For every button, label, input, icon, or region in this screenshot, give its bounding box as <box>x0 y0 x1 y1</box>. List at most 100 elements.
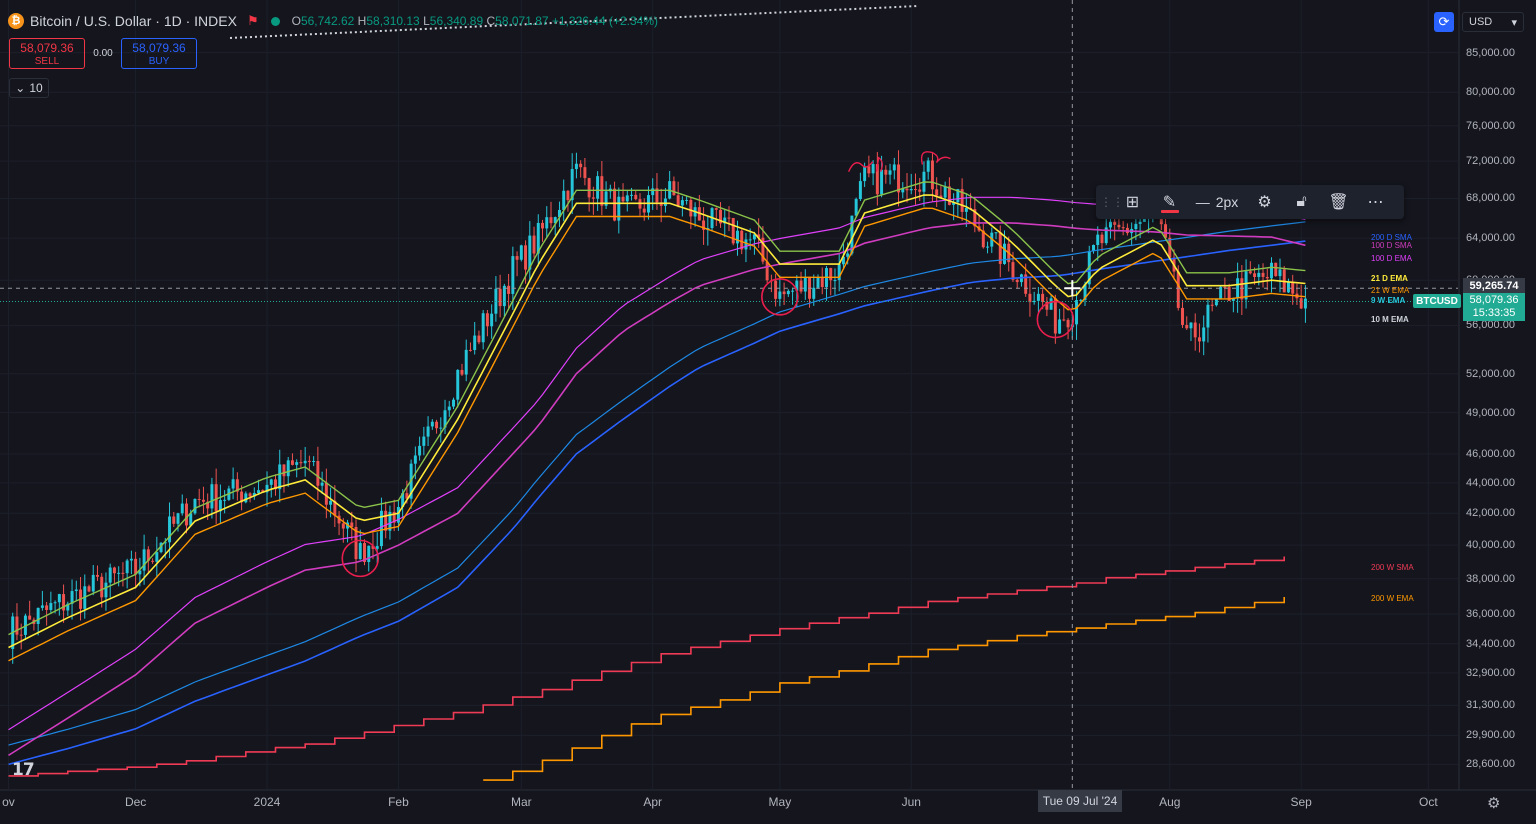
candle-body <box>248 493 252 497</box>
candle-body <box>1181 307 1184 325</box>
candle-body <box>905 188 909 191</box>
candle-body <box>23 615 27 635</box>
series-line-ema-orange <box>8 207 1306 662</box>
indicators-collapse-button[interactable]: ⌄ 10 <box>9 78 49 98</box>
ma-label-200d-sma: 200 D SMA <box>1371 233 1412 242</box>
candle-body <box>193 498 197 514</box>
chart-settings-icon[interactable]: ⚙ <box>1487 795 1501 812</box>
buy-price: 58,079.36 <box>132 41 186 55</box>
candle-body <box>854 199 858 216</box>
candle-body <box>528 235 532 270</box>
candle-body <box>621 196 625 202</box>
price-tick-label: 28,600.00 <box>1466 758 1515 771</box>
candle-body <box>935 189 939 196</box>
symbol-title[interactable]: Bitcoin / U.S. Dollar · 1D · INDEX <box>30 13 237 29</box>
candle-body <box>1261 272 1265 277</box>
sell-button[interactable]: 58,079.36 SELL <box>9 38 85 69</box>
candle-body <box>752 234 756 240</box>
candle-body <box>685 199 689 201</box>
tradingview-logo-icon[interactable]: 17 <box>12 760 35 780</box>
candle-body <box>354 526 358 560</box>
candle-body <box>1049 298 1053 310</box>
buy-label: BUY <box>148 56 170 67</box>
candle-body <box>947 186 951 205</box>
candle-body <box>405 493 409 499</box>
candle-body <box>952 202 956 205</box>
line-style-button[interactable]: — 2px <box>1188 185 1246 219</box>
drawing-toolbar: ⋮⋮ ⊞ ✎ — 2px ⚙ 🔓︎ 🗑︎ ⋯ <box>1096 185 1404 219</box>
candle-body <box>765 261 769 281</box>
candle-body <box>884 169 888 175</box>
candle-body <box>413 455 417 464</box>
candle-body <box>108 567 112 583</box>
sell-label: SELL <box>34 56 60 67</box>
candle-body <box>197 498 201 500</box>
candle-body <box>1265 276 1269 279</box>
candle-body <box>1202 327 1206 342</box>
candle-body <box>757 234 761 238</box>
candle-body <box>1075 300 1079 325</box>
candle-body <box>1270 262 1273 279</box>
candle-body <box>930 160 934 190</box>
candle-body <box>1248 271 1252 274</box>
candle-body <box>502 285 506 307</box>
bar-countdown: 15:33:35 <box>1472 307 1516 319</box>
flag-icon[interactable]: ⚑ <box>246 13 259 28</box>
candle-body <box>1108 221 1112 228</box>
candle-body <box>1176 271 1180 308</box>
candle-body <box>1011 262 1015 280</box>
pen-icon[interactable]: ✎ <box>1151 185 1188 219</box>
buy-button[interactable]: 58,079.36 BUY <box>121 38 197 69</box>
candle-body <box>702 220 706 230</box>
price-tick-label: 80,000.00 <box>1466 86 1515 99</box>
candle-body <box>1206 304 1210 328</box>
candle-body <box>1121 227 1125 229</box>
candle-body <box>49 603 53 610</box>
settings-icon[interactable]: ⚙ <box>1257 194 1272 211</box>
candle-body <box>151 560 155 562</box>
candle-body <box>964 208 968 212</box>
time-tick-label: 2024 <box>253 795 281 809</box>
candle-body <box>66 603 70 611</box>
candle-body <box>307 460 311 462</box>
trash-icon[interactable]: 🗑︎ <box>1328 194 1349 211</box>
candle-body <box>1286 282 1290 293</box>
candle-body <box>231 479 235 489</box>
lock-icon[interactable]: 🔓︎ <box>1296 193 1307 210</box>
candle-body <box>223 499 227 501</box>
candle-body <box>1253 273 1257 277</box>
candle-body <box>858 181 862 200</box>
series-line-100d-sma <box>8 222 1306 756</box>
candle-body <box>244 493 248 503</box>
candle-body <box>740 230 744 250</box>
candle-body <box>100 576 104 598</box>
currency-select[interactable]: USD ▾ <box>1462 12 1524 32</box>
candle-body <box>426 426 430 437</box>
caret-icon: ▾ <box>1511 16 1517 29</box>
candle-body <box>320 482 324 486</box>
candle-body <box>295 462 299 465</box>
candle-body <box>655 188 659 203</box>
candle-body <box>53 602 57 604</box>
candle-body <box>735 230 739 244</box>
sync-icon[interactable]: ⟳ <box>1434 12 1454 32</box>
price-tick-label: 64,000.00 <box>1466 232 1515 245</box>
candle-body <box>897 164 901 193</box>
candle-body <box>914 189 917 191</box>
annotation-scribble <box>920 151 951 165</box>
candle-body <box>833 280 837 282</box>
candle-body <box>1032 300 1036 303</box>
grip-icon[interactable]: ⋮⋮ <box>1100 195 1124 209</box>
candle-body <box>1219 286 1223 300</box>
candle-body <box>278 464 282 490</box>
series-line-100d-ema <box>8 196 1306 731</box>
template-icon[interactable]: ⊞ <box>1125 194 1140 211</box>
time-tick-label: May <box>768 795 792 809</box>
candle-body <box>1142 217 1146 222</box>
candle-body <box>367 545 371 563</box>
more-icon[interactable]: ⋯ <box>1367 194 1384 211</box>
thickness-label: 2px <box>1215 194 1239 210</box>
candle-body <box>456 369 460 400</box>
candle-body <box>939 195 943 198</box>
